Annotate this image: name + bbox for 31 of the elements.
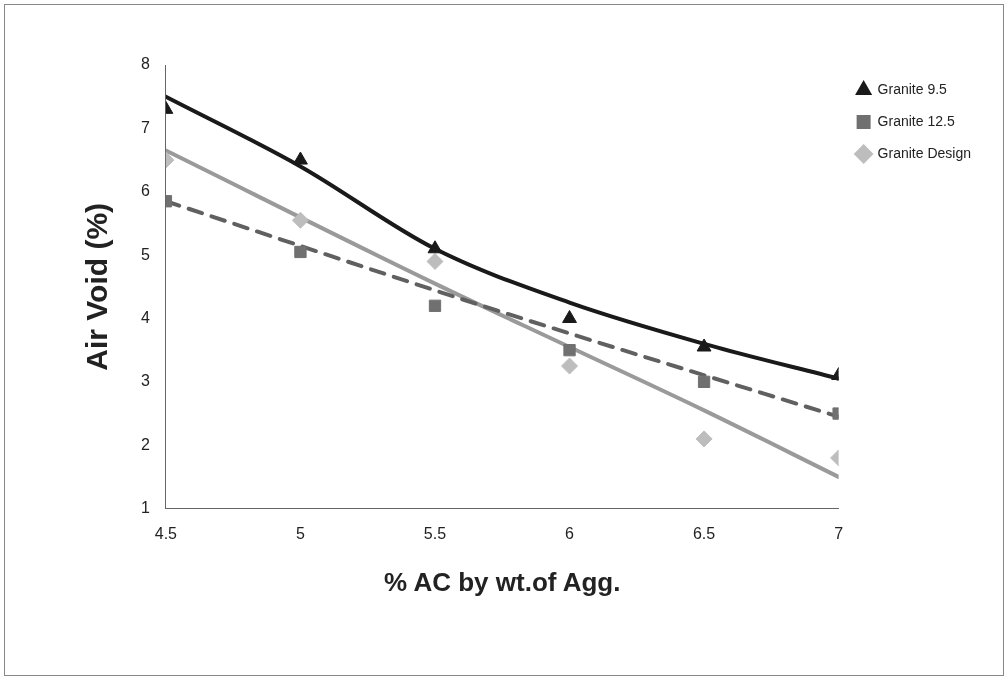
y-tick-label: 5	[140, 245, 150, 263]
point	[561, 357, 579, 375]
legend-label: Granite 12.5	[877, 112, 955, 129]
y-tick-label: 3	[140, 372, 150, 390]
x-tick-label: 7	[834, 524, 844, 542]
point	[427, 240, 443, 254]
x-axis-title: % AC by wt.of Agg.	[384, 566, 621, 597]
legend-label: Granite Design	[877, 144, 972, 161]
y-tick-label: 2	[140, 435, 150, 453]
y-tick-label: 1	[140, 499, 150, 517]
point	[695, 430, 713, 448]
x-tick-label: 6	[565, 524, 575, 542]
y-tick-label: 6	[140, 182, 150, 200]
point	[697, 375, 711, 389]
point	[428, 299, 442, 312]
x-tick-label: 6.5	[692, 524, 716, 542]
point	[426, 252, 444, 270]
point	[696, 338, 712, 352]
legend-label: Granite 9.5	[877, 80, 948, 97]
y-tick-label: 8	[140, 55, 150, 73]
x-tick-label: 5.5	[423, 524, 447, 542]
y-tick-label: 7	[140, 118, 150, 136]
x-tick-label: 4.5	[154, 524, 178, 542]
y-axis-title: Air Void (%)	[80, 202, 114, 371]
point	[562, 309, 577, 323]
y-tick-label: 4	[140, 308, 150, 326]
point	[563, 344, 576, 357]
line-series	[165, 148, 839, 479]
point	[294, 245, 307, 259]
x-tick-label: 5	[295, 524, 305, 542]
point	[293, 151, 308, 165]
